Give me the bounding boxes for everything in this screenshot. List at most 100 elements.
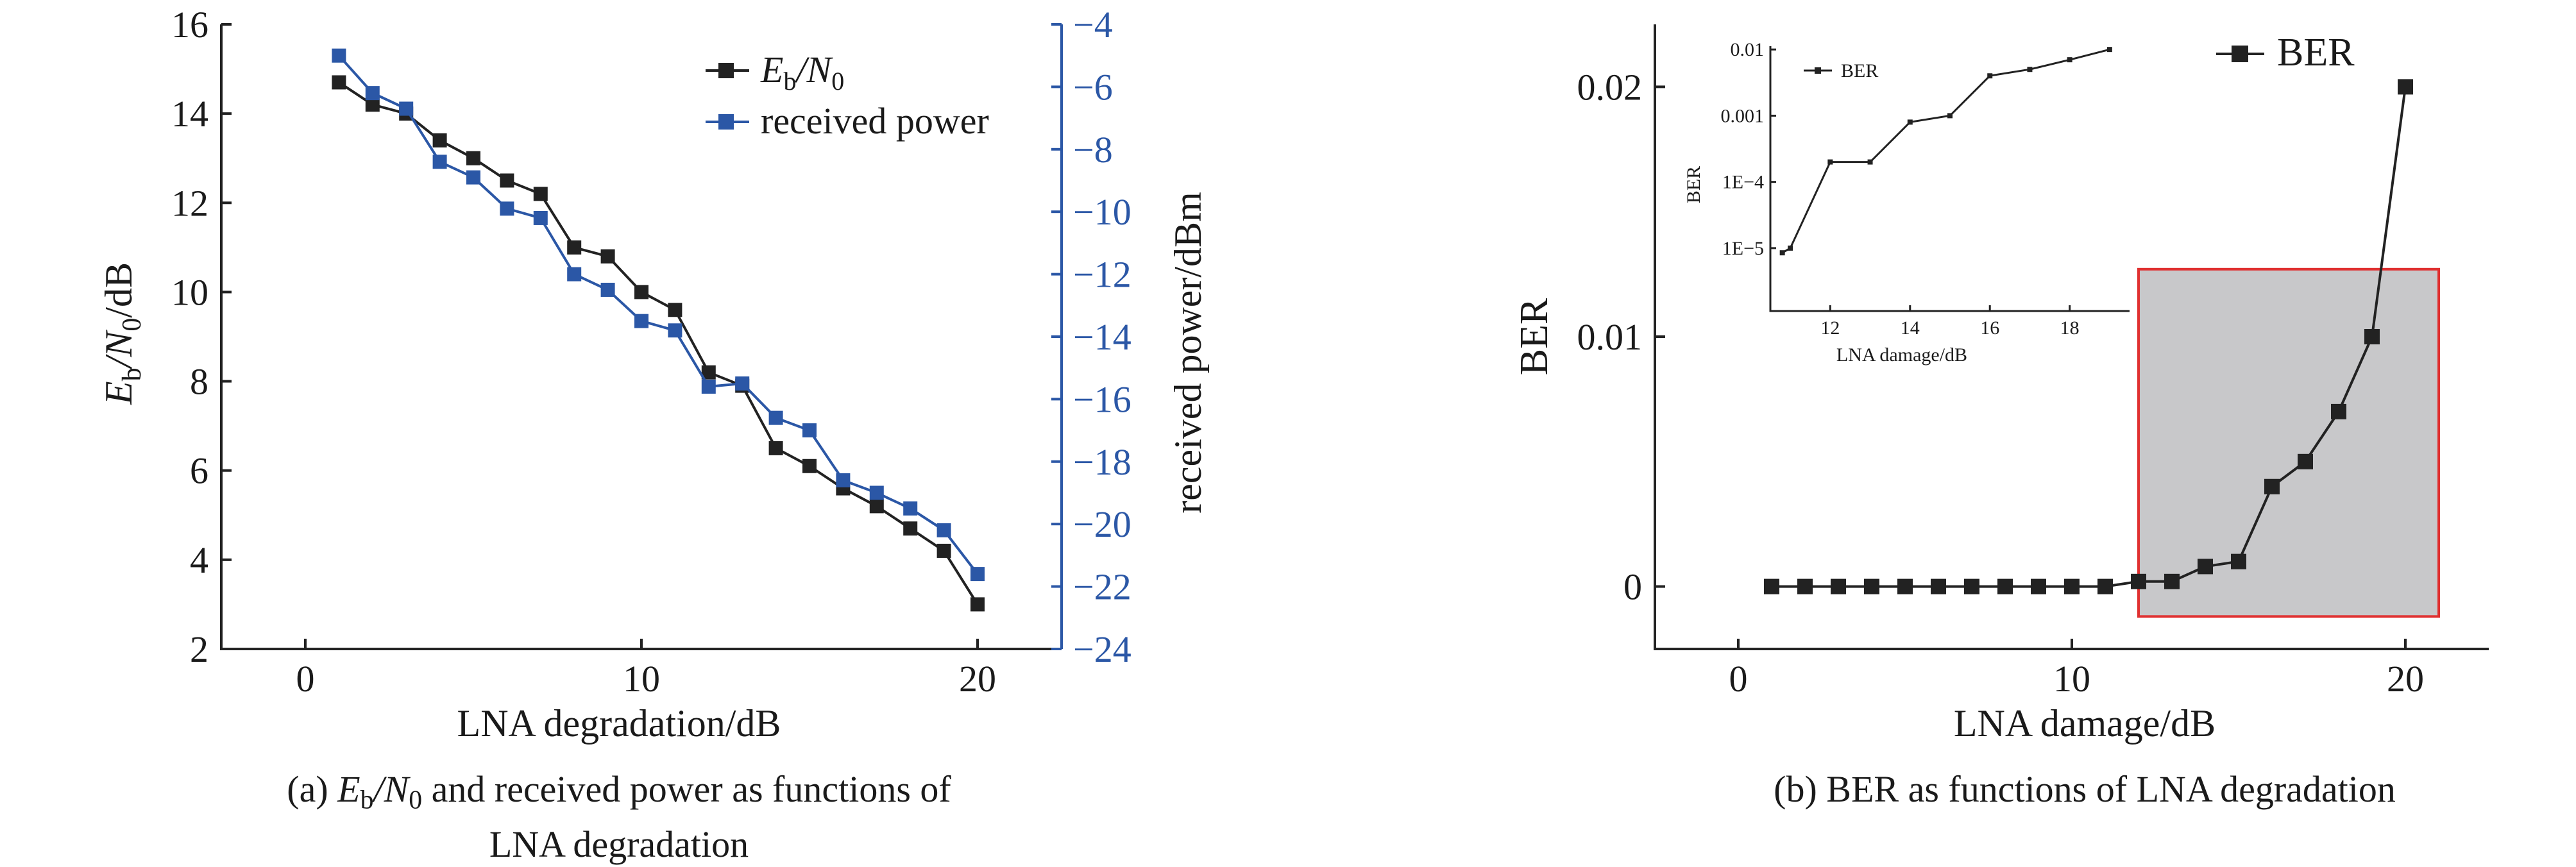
- left-y-tick-label: 14: [171, 93, 208, 135]
- left-y-tick-label: 6: [190, 450, 208, 492]
- inset-data-point-ber: [1867, 159, 1873, 165]
- inset-data-point-ber: [2106, 47, 2112, 53]
- legend-received-power: received power: [761, 100, 989, 142]
- data-point-ebn0: [903, 521, 918, 536]
- data-point-received-power: [500, 201, 514, 216]
- data-point-ebn0: [701, 365, 716, 380]
- panel-b-x-axis-label: LNA damage/dB: [1954, 702, 2216, 745]
- data-point-ber: [1897, 578, 1913, 594]
- inset-x-tick-label: 16: [1980, 317, 1999, 339]
- panel-a-legend: Eb/N0 received power: [706, 49, 989, 142]
- right-y-tick-label: −6: [1073, 66, 1113, 108]
- inset-y-tick-label: 0.01: [1731, 39, 1765, 60]
- data-point-received-power: [600, 282, 615, 297]
- inset-x-axis-label: LNA damage/dB: [1836, 344, 1967, 366]
- right-y-tick-label: −4: [1073, 4, 1113, 46]
- data-point-received-power: [668, 323, 682, 338]
- data-point-ber: [1964, 578, 1979, 594]
- data-point-received-power: [802, 423, 817, 438]
- caption-a-prefix: (a): [287, 768, 328, 810]
- right-y-tick-label: −16: [1073, 378, 1131, 420]
- y-tick-label: 0.01: [1577, 316, 1643, 358]
- inset-y-tick-label: 0.001: [1721, 105, 1765, 126]
- x-tick-label: 10: [623, 658, 660, 700]
- panel-a-left-axis-label: Eb/N0/dB: [97, 262, 147, 405]
- left-y-tick-label: 4: [190, 539, 208, 581]
- right-y-tick-label: −22: [1073, 566, 1131, 608]
- left-axis-label-var: E: [97, 381, 140, 405]
- data-point-ber: [2398, 79, 2413, 95]
- x-tick-label: 10: [2053, 658, 2090, 700]
- legend-ber: BER: [2277, 31, 2355, 74]
- left-y-tick-label: 16: [171, 4, 208, 46]
- data-point-ebn0: [768, 441, 783, 455]
- data-point-ber: [2331, 403, 2346, 419]
- caption-a-rest: and received power as functions of: [431, 768, 951, 810]
- data-point-received-power: [634, 314, 648, 328]
- data-point-ber: [2264, 478, 2280, 494]
- inset-data-point-ber: [1987, 73, 1993, 79]
- inset-data-point-ber: [1947, 113, 1953, 119]
- caption-a-line2: LNA degradation: [489, 823, 749, 866]
- data-point-ber: [1764, 578, 1779, 594]
- data-point-received-power: [970, 567, 985, 582]
- inset-x-tick-label: 14: [1901, 317, 1920, 339]
- panel-a-chart: 0 10 20 2 4 6 8 10 12 14 16 −24 −22 −20 −18 −16 −14 −12 −1…: [97, 4, 1209, 745]
- data-point-ber: [2231, 553, 2246, 569]
- panel-a-caption: (a) Eb/N0 and received power as function…: [287, 768, 951, 866]
- inset-y-axis-label: BER: [1683, 166, 1704, 203]
- data-point-received-power: [365, 86, 380, 101]
- data-point-ber: [2131, 573, 2146, 589]
- right-y-tick-label: −12: [1073, 254, 1131, 296]
- data-point-ber: [1864, 578, 1879, 594]
- x-tick-label: 0: [296, 658, 315, 700]
- y-tick-label: 0.02: [1577, 66, 1643, 108]
- data-point-ebn0: [869, 499, 884, 514]
- data-point-ebn0: [500, 173, 514, 188]
- left-y-tick-label: 2: [190, 628, 208, 670]
- panel-a-x-axis-label: LNA degradation/dB: [457, 702, 781, 745]
- x-tick-label: 20: [959, 658, 996, 700]
- data-point-ber: [2064, 578, 2080, 594]
- data-point-ebn0: [668, 303, 682, 317]
- inset-data-point-ber: [1907, 119, 1913, 125]
- right-y-tick-label: −24: [1073, 628, 1131, 670]
- data-point-ebn0: [936, 543, 951, 558]
- panel-b-chart: 0 10 20 0 0.01 0.02 LNA damage/dB BER BER 12 1…: [1513, 24, 2489, 745]
- data-point-ber: [1831, 578, 1846, 594]
- data-point-ber: [1797, 578, 1813, 594]
- right-y-tick-label: −10: [1073, 191, 1131, 233]
- inset-y-tick-label: 1E−4: [1722, 172, 1764, 193]
- inset-x-tick-label: 12: [1820, 317, 1840, 339]
- data-point-received-power: [466, 170, 480, 185]
- data-point-received-power: [567, 267, 582, 282]
- data-point-ber: [1997, 578, 2013, 594]
- data-point-ebn0: [567, 240, 582, 255]
- data-point-received-power: [432, 155, 447, 169]
- data-point-received-power: [735, 376, 750, 391]
- data-point-ber: [1931, 578, 1946, 594]
- panel-b-legend: BER: [2216, 31, 2355, 74]
- inset-legend-ber: BER: [1841, 60, 1878, 81]
- left-y-tick-label: 12: [171, 182, 208, 224]
- data-point-received-power: [399, 101, 414, 116]
- data-point-ebn0: [466, 151, 480, 165]
- inset-series-line-ber: [1781, 48, 2110, 254]
- right-y-tick-label: −20: [1073, 503, 1131, 545]
- data-point-ebn0: [970, 597, 985, 612]
- inset-data-point-ber: [2027, 67, 2033, 72]
- left-axis-label-sub2: 0: [117, 318, 147, 332]
- data-point-received-power: [768, 410, 783, 425]
- data-point-received-power: [332, 48, 346, 63]
- data-point-ber: [2198, 559, 2213, 575]
- data-point-ber: [2298, 453, 2313, 469]
- panel-b-y-axis-label: BER: [1513, 298, 1556, 375]
- inset-data-point-ber: [1779, 250, 1785, 256]
- panel-a-right-axis-label: received power/dBm: [1167, 192, 1209, 513]
- right-y-tick-label: −14: [1073, 316, 1131, 358]
- data-point-received-power: [869, 485, 884, 500]
- y-tick-label: 0: [1623, 566, 1642, 608]
- inset-legend: BER: [1804, 60, 1878, 81]
